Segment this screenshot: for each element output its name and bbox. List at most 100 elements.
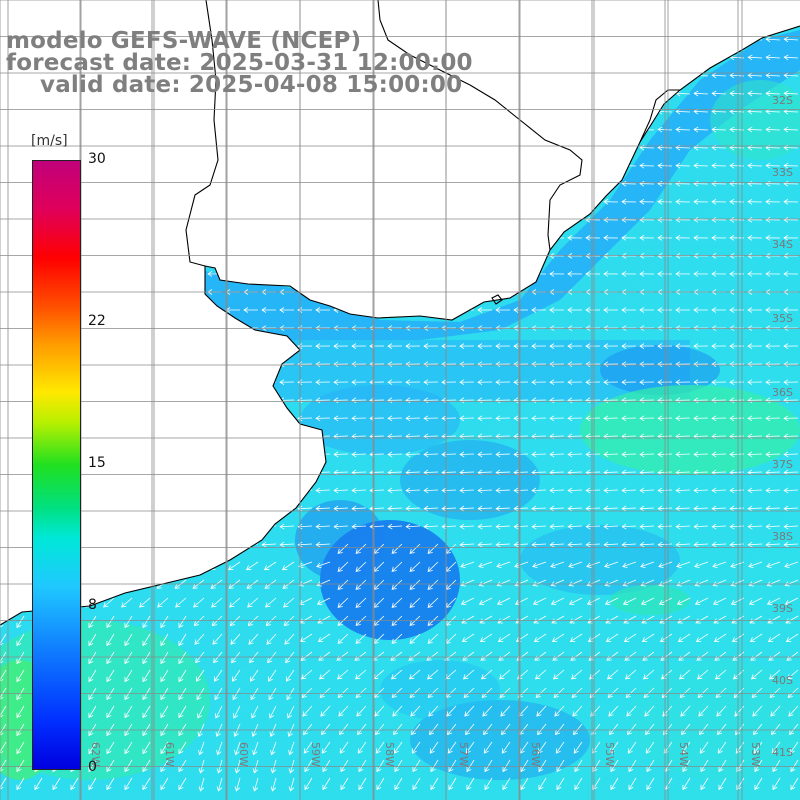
wind-arrow	[337, 561, 349, 572]
wind-arrow	[423, 505, 439, 512]
wind-arrow	[283, 597, 295, 608]
wind-arrow	[501, 723, 511, 736]
wind-arrow	[175, 597, 187, 608]
wind-arrow	[465, 723, 475, 736]
wind-arrow	[603, 397, 619, 404]
wind-arrow	[429, 741, 439, 754]
wind-arrow	[693, 90, 709, 97]
wind-arrow	[484, 759, 493, 773]
wind-arrow	[124, 651, 133, 665]
wind-arrow	[585, 487, 601, 494]
wind-arrow	[267, 669, 277, 682]
wind-arrow	[106, 615, 115, 629]
wind-arrow	[621, 180, 637, 187]
wind-arrow	[423, 325, 439, 331]
wind-arrow	[52, 777, 61, 791]
wind-arrow	[447, 741, 457, 754]
wind-arrow	[639, 271, 655, 277]
wind-arrow	[441, 523, 457, 530]
wind-arrow	[405, 361, 421, 367]
wind-arrow	[333, 379, 349, 386]
wind-arrow	[574, 777, 583, 791]
wind-arrow	[459, 523, 475, 530]
wind-arrow	[627, 741, 637, 754]
wind-arrow	[106, 705, 115, 719]
wind-arrow	[441, 487, 457, 494]
wind-arrow	[261, 325, 277, 331]
wind-arrow	[88, 759, 97, 773]
wind-arrow	[747, 523, 763, 530]
wind-arrow	[428, 705, 439, 717]
wind-arrow	[333, 361, 349, 367]
wind-arrow	[495, 397, 511, 404]
wind-arrow	[411, 723, 421, 736]
wind-arrow	[783, 216, 799, 223]
wind-arrow	[567, 307, 583, 313]
wind-arrow	[315, 415, 331, 422]
wind-arrow	[571, 669, 583, 680]
wind-arrow	[373, 669, 385, 680]
wind-arrow	[16, 705, 25, 719]
wind-arrow	[567, 271, 583, 277]
wind-arrow	[513, 541, 529, 548]
lon-label: 62W	[89, 742, 102, 767]
wind-arrow	[765, 451, 781, 458]
wind-arrow	[106, 777, 115, 791]
wind-arrow	[711, 198, 727, 205]
wind-arrow	[124, 759, 133, 773]
wind-arrow	[531, 451, 547, 458]
wind-arrow	[693, 361, 709, 367]
wind-arrow	[387, 361, 403, 367]
wind-arrow	[639, 235, 655, 241]
wind-arrow	[682, 777, 691, 791]
wind-arrow	[679, 687, 691, 699]
wind-arrow	[553, 669, 565, 680]
wind-arrow	[783, 307, 799, 313]
wind-arrow	[765, 307, 781, 313]
wind-arrow	[783, 180, 799, 187]
wind-arrow	[694, 579, 709, 587]
wind-arrow	[675, 361, 691, 367]
wind-arrow	[549, 487, 565, 494]
wind-arrow	[142, 777, 151, 791]
wind-arrow	[603, 198, 619, 205]
wind-arrow	[34, 777, 43, 791]
wind-arrow	[392, 705, 403, 717]
wind-arrow	[211, 597, 223, 608]
wind-arrow	[478, 579, 493, 587]
wind-arrow	[603, 235, 619, 241]
wind-arrow	[765, 505, 781, 512]
lon-label: 56W	[529, 742, 542, 767]
wind-arrow	[549, 361, 565, 367]
wind-arrow	[679, 669, 691, 680]
wind-arrow	[298, 579, 313, 587]
wind-arrow	[693, 451, 709, 458]
wind-arrow	[567, 343, 583, 349]
wind-arrow	[747, 180, 763, 187]
wind-arrow	[423, 379, 439, 386]
wind-arrow	[142, 759, 151, 773]
wind-arrow	[499, 687, 511, 699]
wind-arrow	[682, 759, 691, 773]
wind-arrow	[747, 126, 763, 133]
wind-arrow	[234, 777, 241, 792]
wind-arrow	[513, 307, 529, 313]
wind-arrow	[339, 723, 349, 736]
wind-arrow	[178, 651, 187, 665]
wind-arrow	[621, 523, 637, 530]
wind-arrow	[747, 325, 763, 331]
wind-arrow	[302, 705, 313, 717]
wind-arrow	[675, 162, 691, 169]
wind-arrow	[698, 705, 709, 717]
wind-arrow	[783, 487, 799, 494]
wind-arrow	[198, 741, 205, 756]
lon-label: 55W	[603, 742, 616, 767]
wind-arrow	[478, 597, 493, 606]
wind-arrow	[711, 216, 727, 223]
wind-arrow	[477, 523, 493, 530]
wind-arrow	[639, 505, 655, 512]
wind-arrow	[603, 216, 619, 223]
wind-arrow	[124, 705, 133, 719]
wind-arrow	[621, 505, 637, 512]
